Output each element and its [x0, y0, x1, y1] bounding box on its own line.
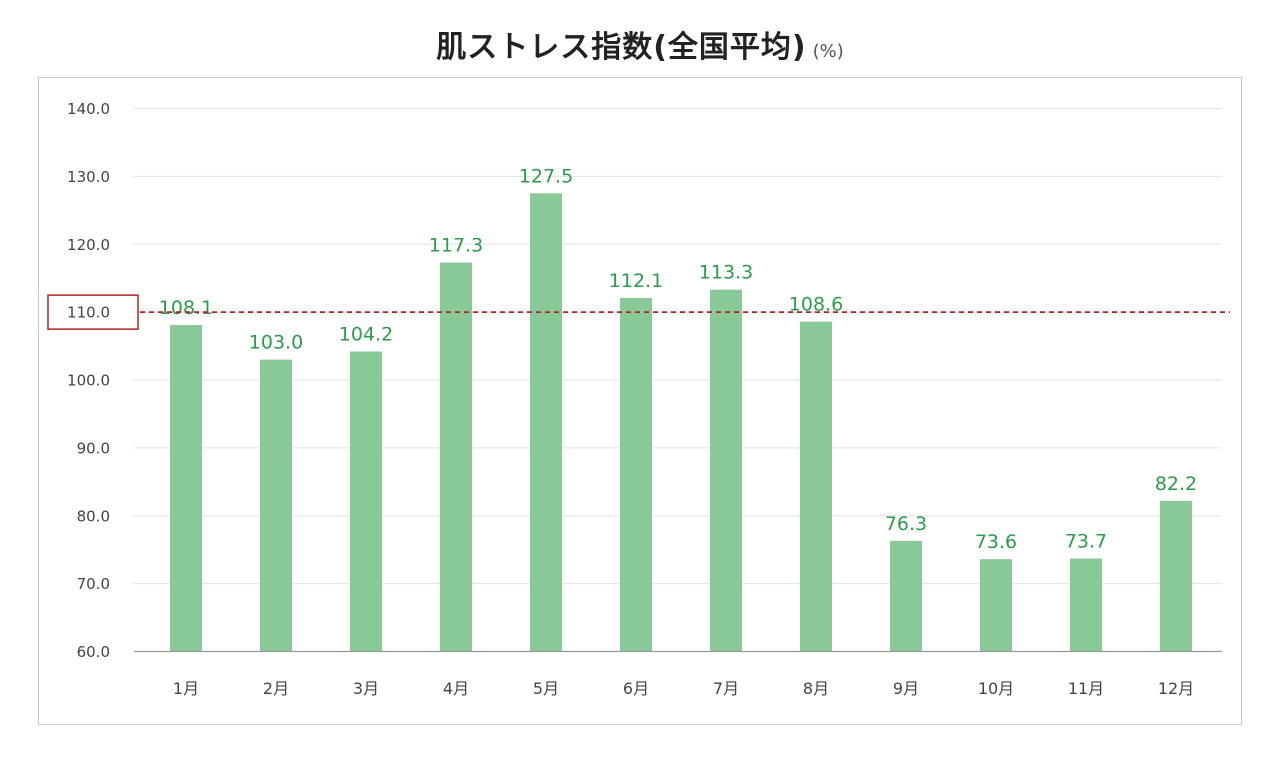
y-tick-label: 100.0 — [67, 372, 110, 390]
bar-4月 — [440, 262, 472, 652]
bar-10月 — [980, 559, 1012, 652]
x-tick-label: 6月 — [623, 679, 649, 698]
chart-title: 肌ストレス指数(全国平均) — [436, 30, 807, 65]
x-tick-label: 5月 — [533, 679, 559, 698]
y-tick-label: 130.0 — [67, 168, 110, 186]
y-tick-label: 110.0 — [67, 304, 110, 322]
x-tick-label: 11月 — [1068, 679, 1104, 698]
y-tick-label: 120.0 — [67, 236, 110, 254]
y-tick-label: 80.0 — [77, 507, 110, 525]
x-tick-label: 9月 — [893, 679, 919, 698]
data-label: 103.0 — [249, 332, 303, 354]
bar-8月 — [800, 321, 832, 652]
data-label: 108.1 — [159, 297, 213, 319]
bar-7月 — [710, 289, 742, 652]
y-tick-label: 140.0 — [67, 100, 110, 118]
data-label: 76.3 — [885, 513, 927, 535]
x-tick-label: 10月 — [978, 679, 1014, 698]
bar-6月 — [620, 297, 652, 652]
data-label: 82.2 — [1155, 473, 1197, 495]
data-label: 73.7 — [1065, 531, 1107, 553]
x-tick-label: 7月 — [713, 679, 739, 698]
x-tick-label: 3月 — [353, 679, 379, 698]
data-label: 117.3 — [429, 235, 483, 257]
bar-9月 — [890, 540, 922, 652]
bar-1月 — [170, 325, 202, 652]
x-tick-label: 2月 — [263, 679, 289, 698]
x-tick-label: 4月 — [443, 679, 469, 698]
data-label: 108.6 — [789, 294, 843, 316]
chart-frame — [38, 77, 1242, 725]
x-tick-label: 12月 — [1158, 679, 1194, 698]
y-tick-label: 90.0 — [77, 439, 110, 457]
data-label: 104.2 — [339, 323, 393, 345]
x-tick-label: 1月 — [173, 679, 199, 698]
data-label: 127.5 — [519, 165, 573, 187]
bar-12月 — [1160, 500, 1192, 652]
y-tick-label: 60.0 — [77, 643, 110, 661]
bar-2月 — [260, 359, 292, 652]
chart-unit: (%) — [812, 41, 844, 62]
highlighted-tick-box — [47, 294, 139, 330]
data-label: 113.3 — [699, 262, 753, 284]
bar-5月 — [530, 193, 562, 652]
x-tick-label: 8月 — [803, 679, 829, 698]
data-label: 73.6 — [975, 531, 1017, 553]
chart-title-row: 肌ストレス指数(全国平均) (%) — [0, 22, 1280, 66]
data-label: 112.1 — [609, 270, 663, 292]
bar-11月 — [1070, 558, 1102, 652]
bar-3月 — [350, 351, 382, 652]
y-tick-label: 70.0 — [77, 575, 110, 593]
